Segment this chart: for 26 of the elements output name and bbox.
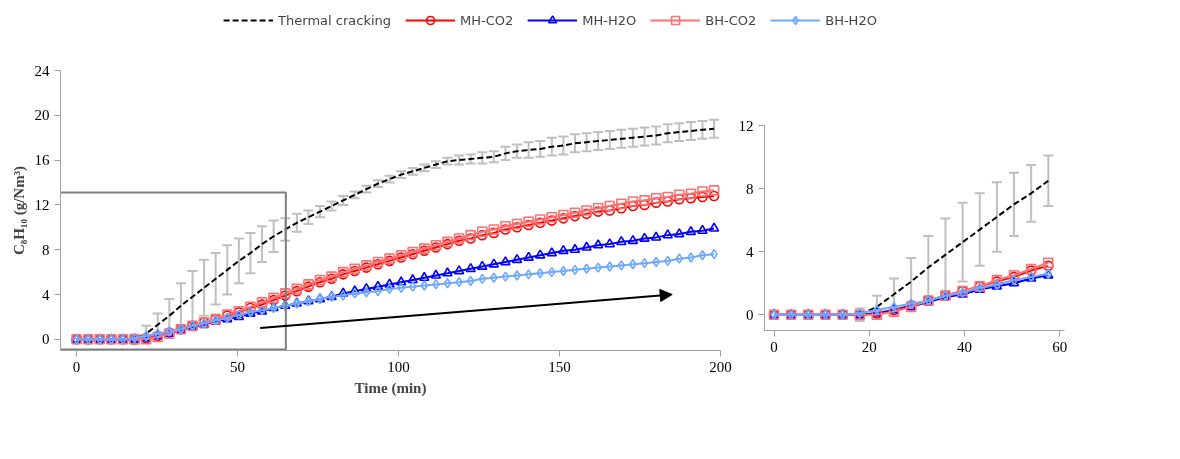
y-tick-label: 20 xyxy=(34,107,50,124)
x-tick-label: 50 xyxy=(230,358,246,375)
y-tick-label: 8 xyxy=(42,241,50,258)
y-tick-label: 4 xyxy=(746,243,754,260)
y-tick-label: 24 xyxy=(34,62,50,79)
x-tick-label: 40 xyxy=(957,338,972,355)
legend-label: MH-H2O xyxy=(582,12,637,28)
legend-label: MH-CO2 xyxy=(460,12,514,28)
x-tick-label: 200 xyxy=(709,358,732,375)
x-tick-label: 0 xyxy=(72,358,81,375)
y-tick-label: 16 xyxy=(34,152,50,169)
x-tick-label: 0 xyxy=(770,338,778,355)
x-tick-label: 150 xyxy=(548,358,571,375)
x-tick-label: 60 xyxy=(1052,338,1068,355)
x-tick-label: 100 xyxy=(387,358,410,375)
y-tick-label: 12 xyxy=(34,196,50,213)
y-tick-label: 12 xyxy=(738,117,754,134)
x-axis-title: Time (min) xyxy=(354,379,427,397)
y-tick-label: 0 xyxy=(746,306,754,323)
legend-label: Thermal cracking xyxy=(278,12,392,28)
x-tick-label: 20 xyxy=(861,338,877,355)
legend-label: BH-CO2 xyxy=(705,12,757,28)
y-axis-title: C₈H₁₀ (g/Nm³) xyxy=(10,165,28,256)
legend-label: BH-H2O xyxy=(825,12,877,28)
y-tick-label: 8 xyxy=(746,180,754,197)
y-tick-label: 4 xyxy=(42,286,50,303)
